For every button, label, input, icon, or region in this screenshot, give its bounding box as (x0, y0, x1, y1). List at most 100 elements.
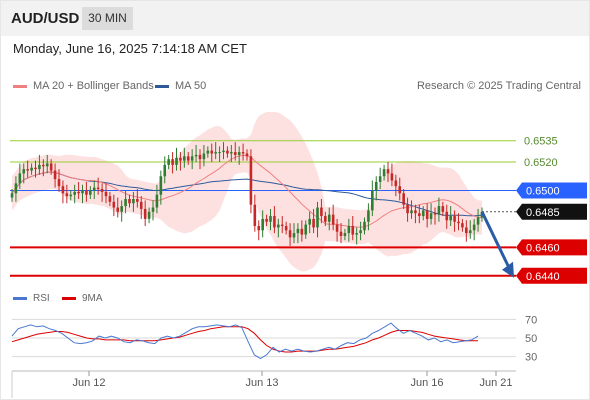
candle-body (143, 208, 147, 219)
candle-body (38, 164, 41, 170)
candle-body (304, 224, 308, 235)
candle-body (147, 211, 151, 219)
candle-body (198, 154, 202, 160)
candle-body (449, 216, 452, 221)
candle-body (186, 156, 190, 161)
forecast-arrow-shaft (480, 211, 512, 271)
candle-body (81, 190, 84, 194)
candle-body (45, 163, 49, 167)
candle-body (300, 228, 304, 235)
rsi-tick-label: 30 (525, 352, 537, 364)
candle-body (104, 191, 108, 197)
candle-body (457, 221, 460, 224)
candle-body (124, 199, 127, 207)
credit-text: Research © 2025 Trading Central (416, 80, 581, 92)
rsi-swatch (13, 296, 27, 300)
candle-body (429, 213, 433, 219)
candle-body (120, 206, 123, 212)
x-tick-label: Jun 12 (72, 377, 105, 389)
candle-body (210, 150, 214, 154)
candle-body (116, 207, 120, 212)
level-label: 0.6520 (524, 157, 558, 169)
candle-body (465, 227, 468, 234)
candle-body (69, 194, 73, 197)
level-tag-pivot (516, 182, 587, 199)
candle-body (273, 216, 276, 228)
candle-body (214, 152, 217, 154)
candle-body (355, 233, 358, 235)
candle-body (167, 159, 170, 165)
candle-body (179, 157, 182, 161)
candle-body (257, 226, 261, 231)
ma50-swatch (155, 84, 169, 88)
candle-body (461, 223, 464, 228)
candle-body (132, 199, 135, 204)
candle-body (316, 207, 319, 228)
candle-body (85, 190, 88, 195)
timeframe-badge[interactable]: 30 MIN (82, 7, 133, 30)
candle-body (136, 199, 139, 202)
candle-body (476, 217, 480, 225)
rsi-line (11, 322, 479, 360)
candle-body (265, 218, 268, 222)
candle-body (190, 156, 194, 161)
level-label: 0.6535 (524, 136, 558, 148)
candle-body (226, 150, 229, 154)
legend-ma50: MA 50 (155, 80, 206, 92)
candle-body (343, 233, 347, 236)
candle-body (92, 187, 96, 191)
candle-body (233, 152, 237, 155)
candle-body (406, 204, 409, 214)
candle-body (22, 169, 26, 174)
candle-body (418, 213, 421, 217)
currency-pair-title: AUD/USD (11, 10, 80, 27)
candle-body (292, 233, 296, 238)
candle-body (261, 218, 264, 231)
candle-body (296, 228, 300, 234)
candle-body (194, 154, 198, 157)
candle-body (241, 152, 245, 154)
candle-body (49, 163, 53, 171)
candle-body (206, 150, 210, 154)
candle-body (253, 204, 257, 227)
candle-body (445, 211, 449, 221)
candle-body (112, 201, 116, 208)
ma9-label: 9MA (82, 293, 103, 304)
x-tick-label: Jun 21 (479, 377, 512, 389)
candle-body (414, 210, 417, 214)
candle-body (77, 191, 80, 194)
candle-body (410, 210, 413, 214)
candle-body (10, 193, 14, 198)
candle-body (433, 213, 437, 215)
candle-body (89, 190, 92, 195)
candle-body (108, 196, 112, 202)
level-tag-support (516, 239, 587, 256)
candle-body (398, 186, 402, 194)
candle-body (175, 157, 178, 165)
level-label: 0.6500 (526, 185, 560, 197)
candle-body (30, 167, 33, 171)
level-tag-last (516, 203, 587, 220)
candle-body (284, 226, 288, 231)
candle-body (347, 226, 351, 234)
timestamp: Monday, June 16, 2025 7:14:18 AM CET (13, 41, 247, 56)
candle-body (65, 193, 69, 197)
level-tag-support (516, 267, 587, 284)
candle-body (425, 210, 429, 219)
candle-body (237, 152, 241, 155)
x-tick-label: Jun 13 (245, 377, 278, 389)
rsi-tick-label: 70 (525, 314, 537, 326)
candle-body (249, 156, 253, 205)
candle-body (163, 164, 167, 177)
candle-body (382, 169, 386, 177)
ma20-swatch (13, 84, 27, 88)
candle-body (378, 176, 382, 182)
candle-body (374, 181, 378, 191)
candle-body (230, 152, 233, 154)
candle-body (269, 216, 272, 222)
x-tick-label: Jun 16 (410, 377, 443, 389)
legend-rsi: RSI (13, 293, 50, 304)
candle-body (128, 199, 131, 204)
candle-body (468, 230, 472, 234)
